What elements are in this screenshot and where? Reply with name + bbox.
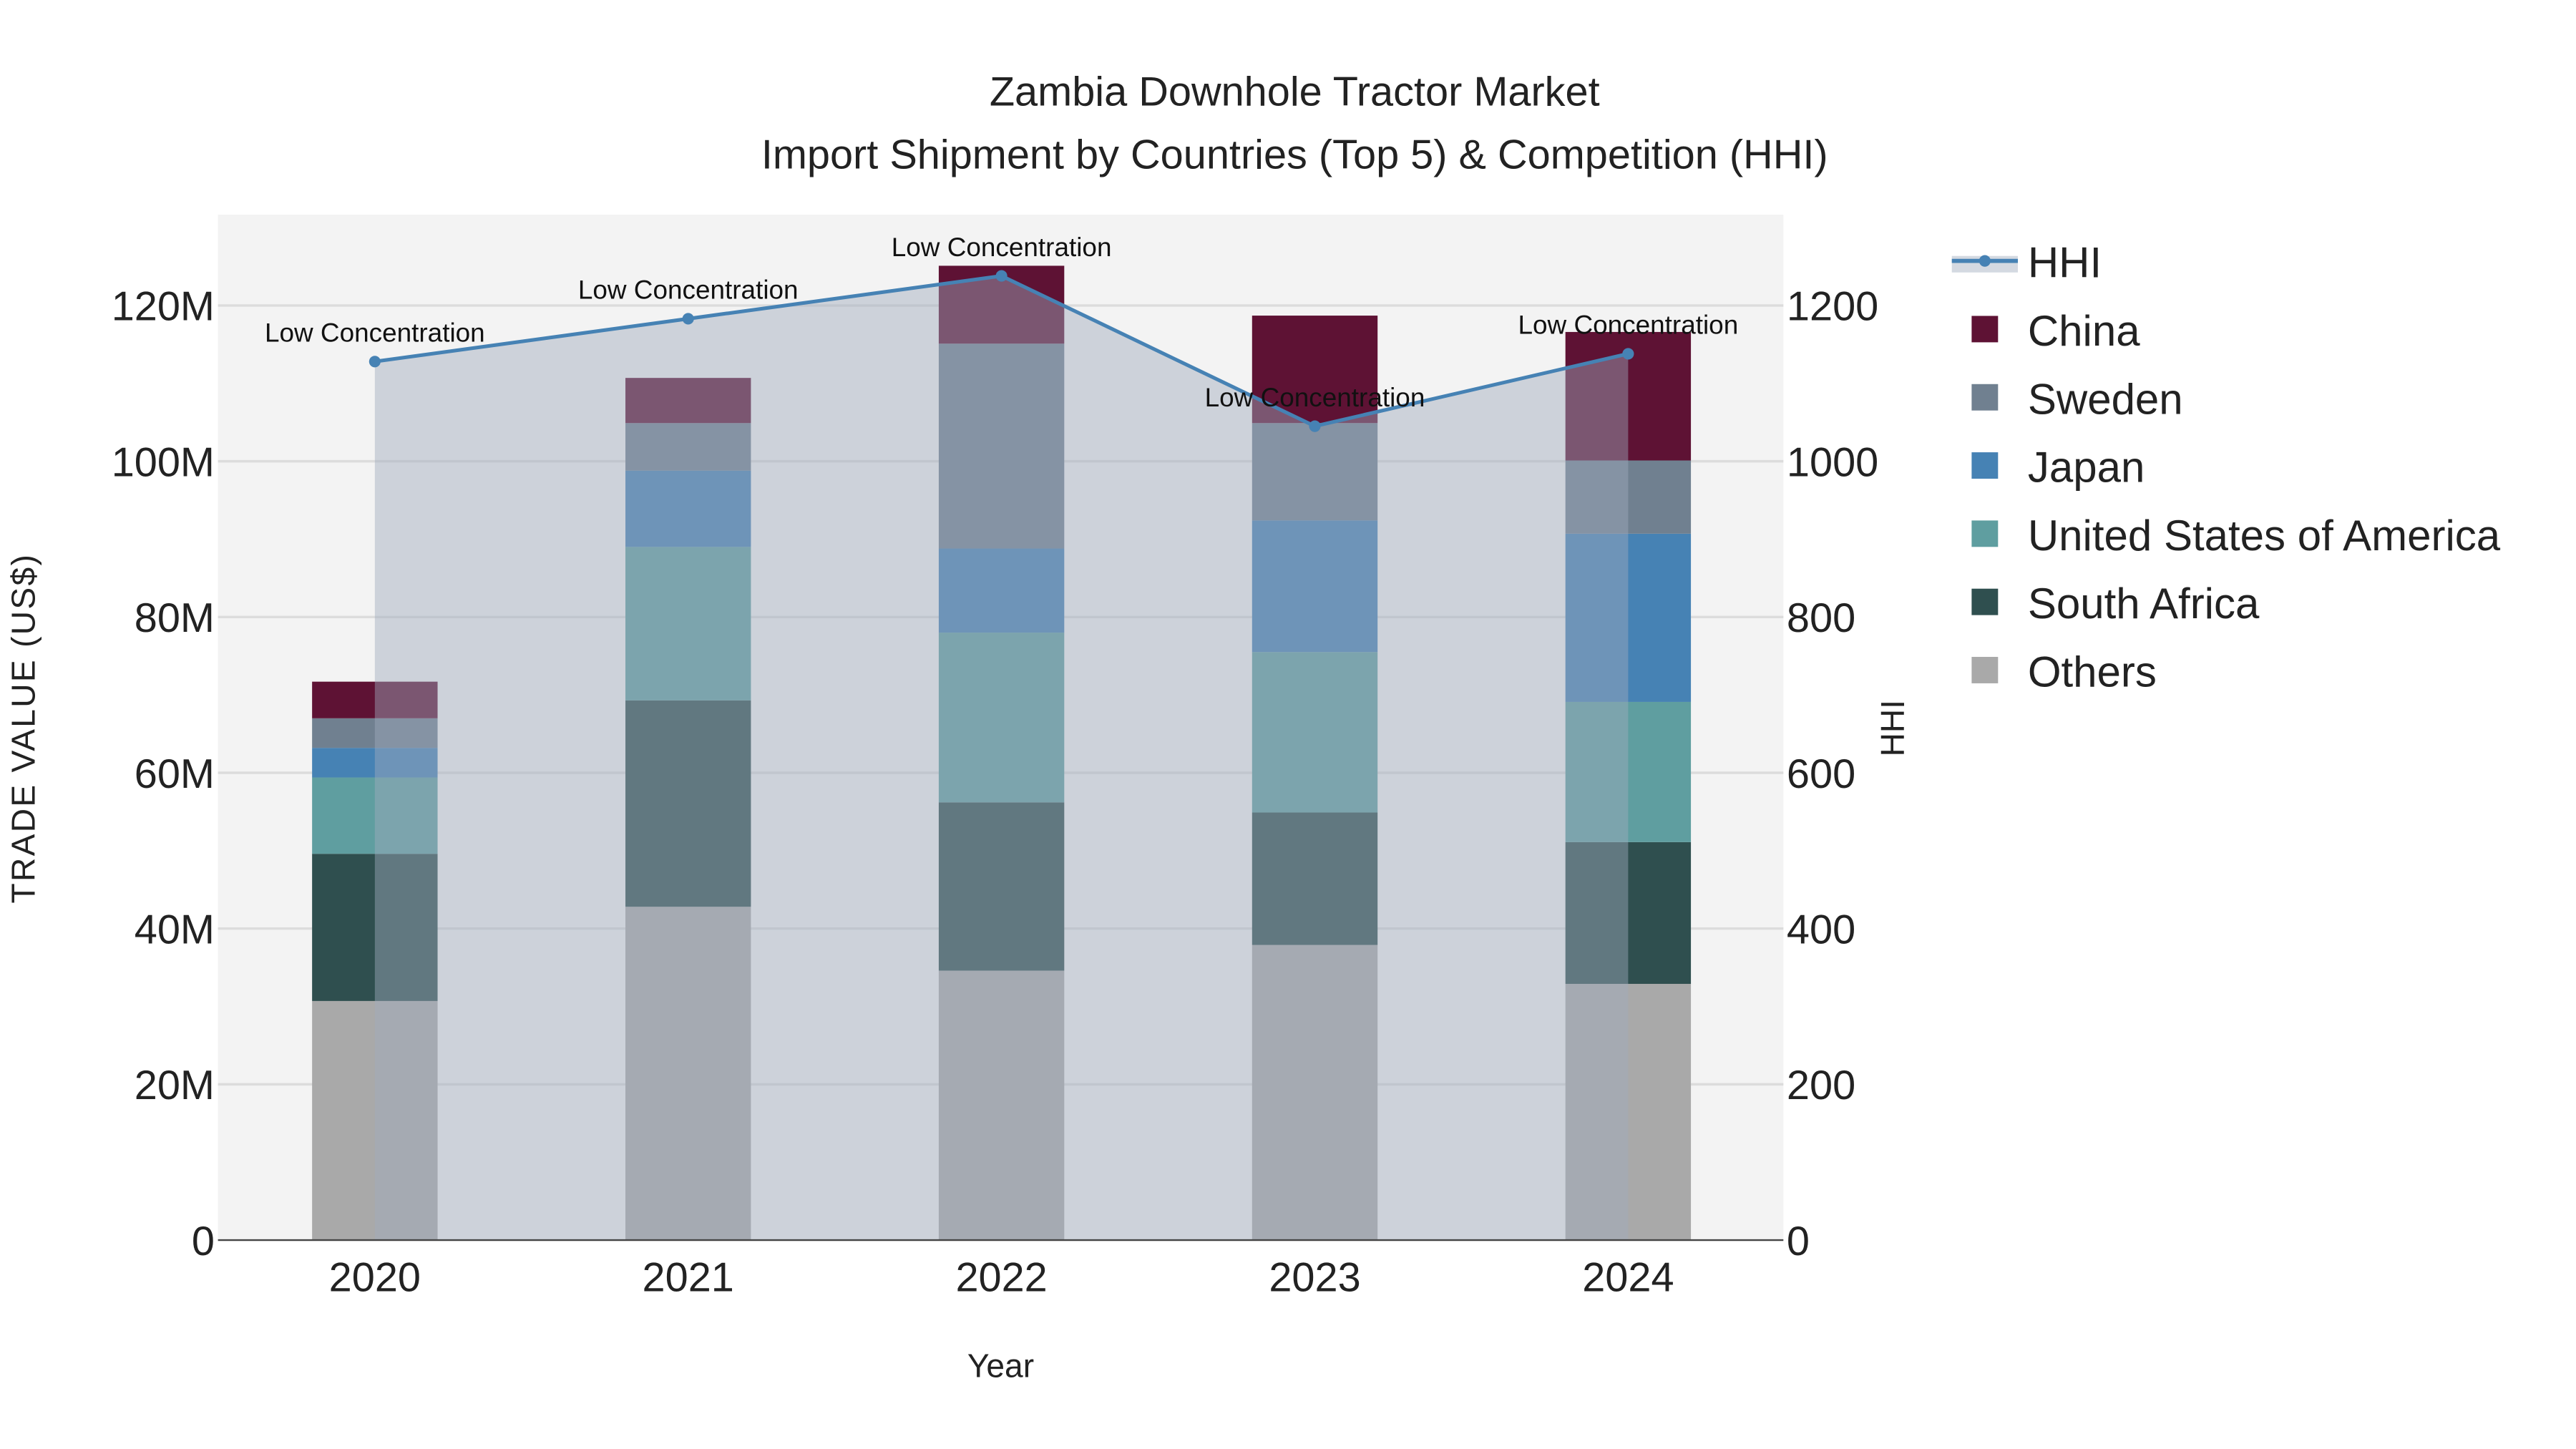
bar-japan-2023: [1252, 520, 1378, 653]
bar-south-africa-2022: [938, 802, 1065, 971]
legend-label-united-states-of-america: United States of America: [2028, 512, 2501, 560]
y2-tick-label: 200: [1787, 1063, 1855, 1108]
bar-others-2024: [1565, 983, 1692, 1241]
bar-south-africa-2020: [312, 854, 438, 1001]
bar-japan-2022: [938, 548, 1065, 633]
y2-tick-label: 400: [1787, 907, 1855, 952]
hhi-point-2023: [1309, 420, 1321, 432]
y-tick-label: 100M: [112, 439, 215, 485]
legend-label-china: China: [2028, 307, 2140, 355]
bar-south-africa-2023: [1252, 812, 1378, 945]
legend-hhi-marker: [1979, 255, 1991, 267]
bar-south-africa-2024: [1565, 841, 1692, 984]
y-axis-title: TRADE VALUE (US$): [4, 553, 42, 904]
hhi-area-fill: [374, 275, 1629, 1241]
legend-label-sweden: Sweden: [2028, 375, 2183, 423]
hhi-annotation: Low Concentration: [892, 233, 1112, 262]
annotations: Low Concentration Low Concentration Low Co…: [265, 233, 1738, 412]
legend: HHI China Sweden Japan United States of Amer…: [1951, 239, 2501, 696]
bar-sweden-2020: [312, 718, 438, 748]
y2-tick-label: 600: [1787, 751, 1855, 797]
bar-others-2021: [625, 907, 751, 1241]
hhi-point-2021: [682, 313, 694, 325]
legend-label-others: Others: [2028, 648, 2157, 696]
y-tick-label: 0: [192, 1219, 215, 1264]
y2-tick-label: 1200: [1787, 284, 1878, 330]
bar-united-states-of-america-2021: [625, 547, 751, 701]
bar-united-states-of-america-2020: [312, 777, 438, 854]
bar-sweden-2021: [625, 423, 751, 471]
bar-japan-2024: [1565, 533, 1692, 702]
y2-axis-ticks: 0 200 400 600 800 1000 1200: [1787, 284, 1878, 1264]
x-tick-label: 2021: [643, 1255, 734, 1301]
legend-swatch-japan: [1971, 452, 1999, 479]
bar-others-2023: [1252, 945, 1378, 1241]
legend-swatch-others: [1971, 657, 1999, 683]
hhi-point-2020: [369, 356, 381, 368]
hhi-point-2024: [1622, 348, 1634, 360]
bar-united-states-of-america-2023: [1252, 652, 1378, 813]
hhi-point-2022: [995, 270, 1008, 282]
x-tick-label: 2024: [1582, 1255, 1674, 1301]
legend-label-japan: Japan: [2028, 444, 2145, 492]
x-tick-label: 2020: [329, 1255, 421, 1301]
chart-title: Zambia Downhole Tractor Market: [990, 69, 1600, 115]
x-axis-ticks: 2020 2021 2022 2023 2024: [329, 1255, 1674, 1301]
bar-japan-2021: [625, 470, 751, 547]
bar-sweden-2024: [1565, 460, 1692, 534]
y-axis-ticks: 0 20M 40M 60M 80M 100M 120M: [112, 284, 215, 1264]
hhi-annotation: Low Concentration: [578, 275, 799, 305]
bar-others-2020: [312, 1000, 438, 1241]
y2-tick-label: 1000: [1787, 439, 1878, 485]
hhi-annotation: Low Concentration: [265, 318, 485, 348]
chart-subtitle: Import Shipment by Countries (Top 5) & C…: [761, 132, 1828, 177]
y-tick-label: 60M: [135, 751, 215, 797]
hhi-area: [374, 275, 1629, 1241]
bar-others-2022: [938, 970, 1065, 1241]
y-tick-label: 20M: [135, 1063, 215, 1108]
bar-china-2020: [312, 681, 438, 718]
y2-tick-label: 0: [1787, 1219, 1810, 1264]
y2-axis-title: HHI: [1874, 700, 1911, 756]
bar-united-states-of-america-2024: [1565, 701, 1692, 842]
bars: [312, 265, 1692, 1241]
bar-south-africa-2021: [625, 700, 751, 907]
legend-swatch-united-states-of-america: [1971, 520, 1999, 547]
bar-sweden-2022: [938, 343, 1065, 549]
legend-swatch-china: [1971, 316, 1999, 343]
bar-china-2021: [625, 378, 751, 424]
bar-japan-2020: [312, 748, 438, 778]
legend-swatch-sweden: [1971, 384, 1999, 411]
hhi-line: [369, 270, 1634, 432]
y2-tick-label: 800: [1787, 595, 1855, 641]
x-tick-label: 2023: [1269, 1255, 1360, 1301]
y-tick-label: 80M: [135, 595, 215, 641]
hhi-annotation: Low Concentration: [1518, 311, 1739, 340]
x-axis-title: Year: [967, 1347, 1034, 1385]
bar-united-states-of-america-2022: [938, 633, 1065, 803]
y-tick-label: 40M: [135, 907, 215, 952]
x-tick-label: 2022: [955, 1255, 1047, 1301]
bar-sweden-2023: [1252, 423, 1378, 521]
legend-label-hhi: HHI: [2028, 239, 2102, 287]
y-tick-label: 120M: [112, 284, 215, 330]
hhi-annotation: Low Concentration: [1205, 383, 1425, 412]
legend-label-south-africa: South Africa: [2028, 580, 2260, 628]
legend-swatch-south-africa: [1971, 588, 1999, 615]
